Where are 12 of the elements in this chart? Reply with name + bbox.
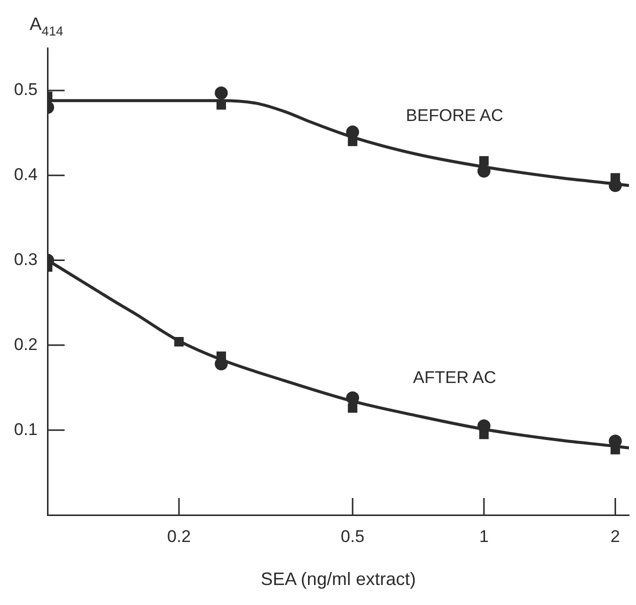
x-axis-title: SEA (ng/ml extract) — [260, 569, 416, 590]
x-tick-label: 0.5 — [340, 526, 364, 546]
y-tick-label: 0.1 — [14, 420, 38, 439]
y-tick-label: 0.5 — [14, 80, 38, 100]
x-tick-label: 2 — [610, 526, 620, 546]
x-tick-label: 1 — [479, 526, 489, 546]
series-label: AFTER AC — [413, 368, 496, 388]
y-tick-label: 0.2 — [14, 334, 38, 354]
series-label: BEFORE AC — [406, 106, 504, 126]
y-tick-label: 0.3 — [14, 250, 38, 269]
x-tick-label: 0.2 — [167, 526, 191, 546]
y-tick-label: 0.4 — [14, 165, 38, 184]
